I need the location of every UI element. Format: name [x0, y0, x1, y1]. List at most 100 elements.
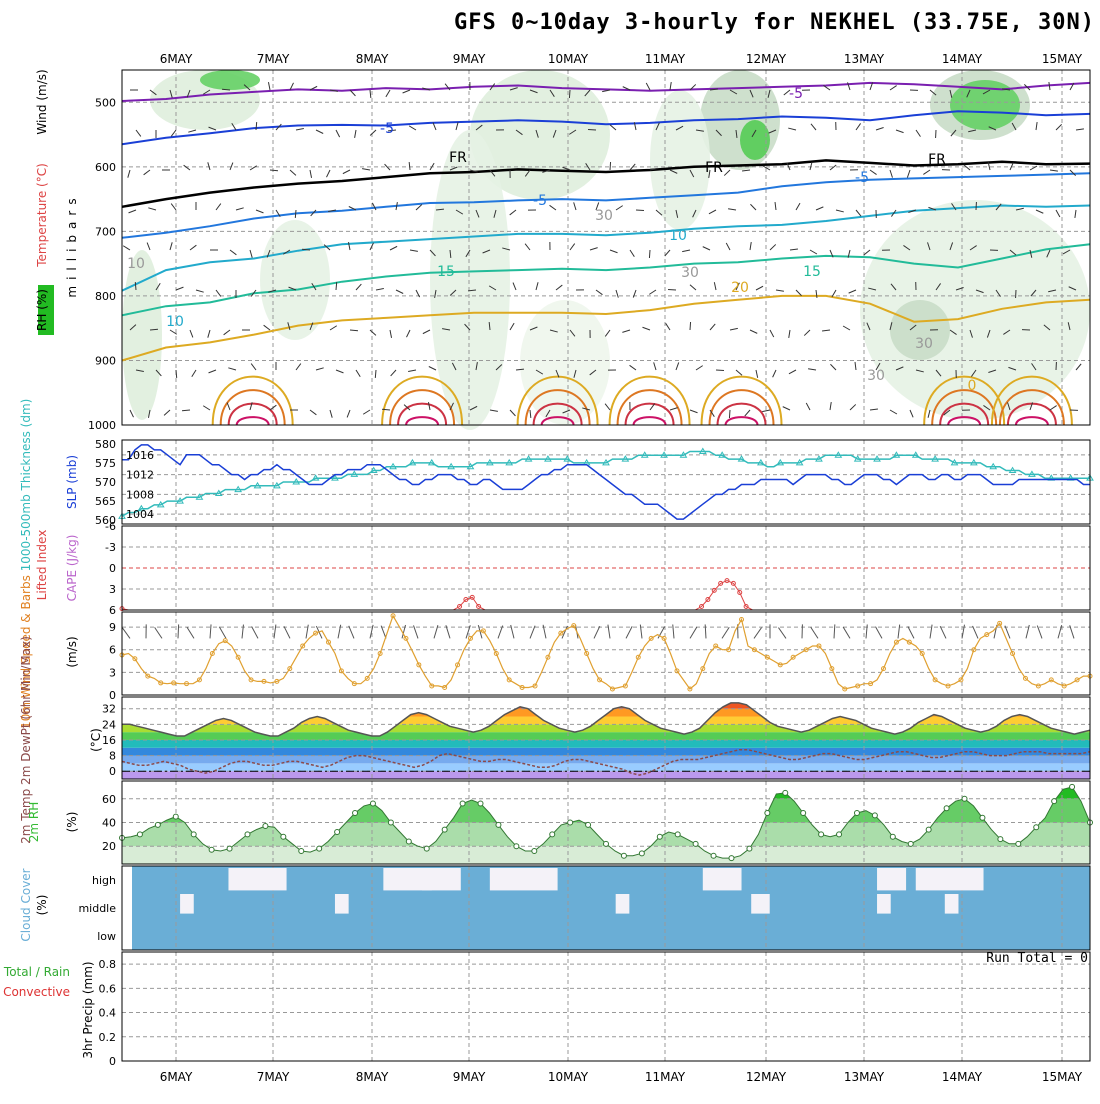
surface-wind-barb [866, 624, 867, 638]
rh-marker [514, 844, 519, 849]
date-label-bottom: 11MAY [645, 1070, 686, 1084]
rh-marker [281, 834, 286, 839]
wind-barb [665, 250, 670, 256]
precip-tick-label: 0.6 [99, 982, 117, 995]
li-tick-label: 3 [109, 583, 116, 596]
rh-marker [245, 832, 250, 837]
surface-wind-barb [908, 626, 914, 638]
wind-barb [596, 290, 602, 295]
wind-barb [570, 244, 575, 250]
rh-marker [783, 790, 788, 795]
chart-title: GFS 0~10day 3-hourly for NEKHEL (33.75E,… [380, 10, 1095, 35]
wind-barb [316, 368, 324, 370]
surface-wind-barb [530, 626, 535, 639]
rh-marker [137, 832, 142, 837]
rh-marker [370, 801, 375, 806]
wind-barb [525, 244, 530, 250]
cloud-gap-high [228, 868, 286, 890]
cloud-gap-middle [335, 894, 349, 914]
wind-barb [724, 170, 730, 176]
rh-marker [980, 815, 985, 820]
warm-isotherm [221, 390, 285, 425]
temp-band [122, 771, 1090, 779]
rh-marker [657, 834, 662, 839]
wind-barb [668, 289, 676, 290]
wind-barb [376, 288, 384, 290]
wind-barb [750, 204, 756, 210]
thickness-axis-label: 1000-500mb Thickness (dm) [19, 399, 33, 572]
rh-marker [424, 846, 429, 851]
warm-isotherm [1016, 417, 1048, 425]
rh-band [122, 781, 1090, 799]
wind-barb [1056, 124, 1062, 130]
temp-band [122, 748, 1090, 756]
cloud-gap-high [877, 868, 906, 890]
slp-tick-label: 1008 [126, 488, 154, 501]
rh-marker [621, 853, 626, 858]
wind-barb [347, 410, 350, 417]
wind-barb [810, 162, 812, 170]
warm-isotherm [237, 417, 269, 425]
wind-barb [171, 204, 176, 210]
wind-barb [192, 370, 196, 377]
surface-wind-barb [434, 625, 438, 638]
wind-barb [832, 290, 836, 297]
wind-barb [850, 404, 856, 410]
wind-barb [130, 410, 134, 417]
wind-barb [790, 249, 798, 250]
isotherm-label: -5 [789, 86, 803, 102]
pressure-tick-label: 800 [95, 290, 116, 303]
wind-barb [783, 407, 790, 410]
li-tick-label: -6 [105, 520, 116, 533]
rh-shading [200, 70, 260, 90]
cloud-layer-label: low [97, 930, 116, 943]
wind-barb [264, 325, 270, 330]
wind-barb [251, 364, 256, 370]
wind-barb [409, 126, 416, 130]
wind-barb [296, 128, 304, 130]
slp-axis-label: SLP (mb) [65, 455, 79, 509]
wind-barb [646, 83, 650, 90]
surface-wind-barb [722, 627, 729, 638]
lifted-index-line [122, 581, 1090, 610]
wind-barb [855, 362, 856, 370]
wind-barb [690, 285, 696, 290]
li-tick-label: 6 [109, 604, 116, 617]
warm-isotherm [726, 417, 758, 425]
isotherm-label: -5 [380, 121, 394, 137]
wind-barb [375, 370, 376, 378]
wind-barb [336, 282, 337, 290]
rh2m-units-label: (%) [65, 812, 79, 833]
wind-barb [616, 290, 618, 298]
wind-barb [649, 250, 650, 258]
rh-marker [675, 832, 680, 837]
rh-marker [173, 814, 178, 819]
date-label-bottom: 14MAY [942, 1070, 983, 1084]
wind-barb [391, 370, 396, 376]
rh-marker [388, 820, 393, 825]
surface-wind-barb [187, 627, 194, 638]
wind-barb [789, 370, 796, 374]
wind-barb [550, 205, 556, 210]
wind-barb [236, 208, 244, 210]
date-label-top: 8MAY [356, 52, 389, 66]
rh-marker [478, 801, 483, 806]
precip-tick-label: 0.8 [99, 958, 117, 971]
rh-marker [998, 837, 1003, 842]
rh-marker [711, 853, 716, 858]
wind-barb [716, 370, 724, 371]
wind-barb [227, 403, 230, 410]
wind-barb [762, 410, 770, 412]
precip-tick-label: 0.4 [99, 1007, 117, 1020]
precip-total-label: Total / Rain [3, 965, 70, 979]
wind-barb [356, 284, 361, 290]
surface-wind-barb [511, 625, 514, 638]
date-label-top: 13MAY [844, 52, 885, 66]
wind-barb [343, 170, 350, 174]
date-label-top: 7MAY [257, 52, 290, 66]
wind-barb [728, 209, 736, 210]
wind-barb [230, 163, 233, 170]
cloud-gap-middle [877, 894, 891, 914]
isotherm-label: FR [705, 160, 723, 176]
cloud-layer-label: middle [78, 902, 116, 915]
